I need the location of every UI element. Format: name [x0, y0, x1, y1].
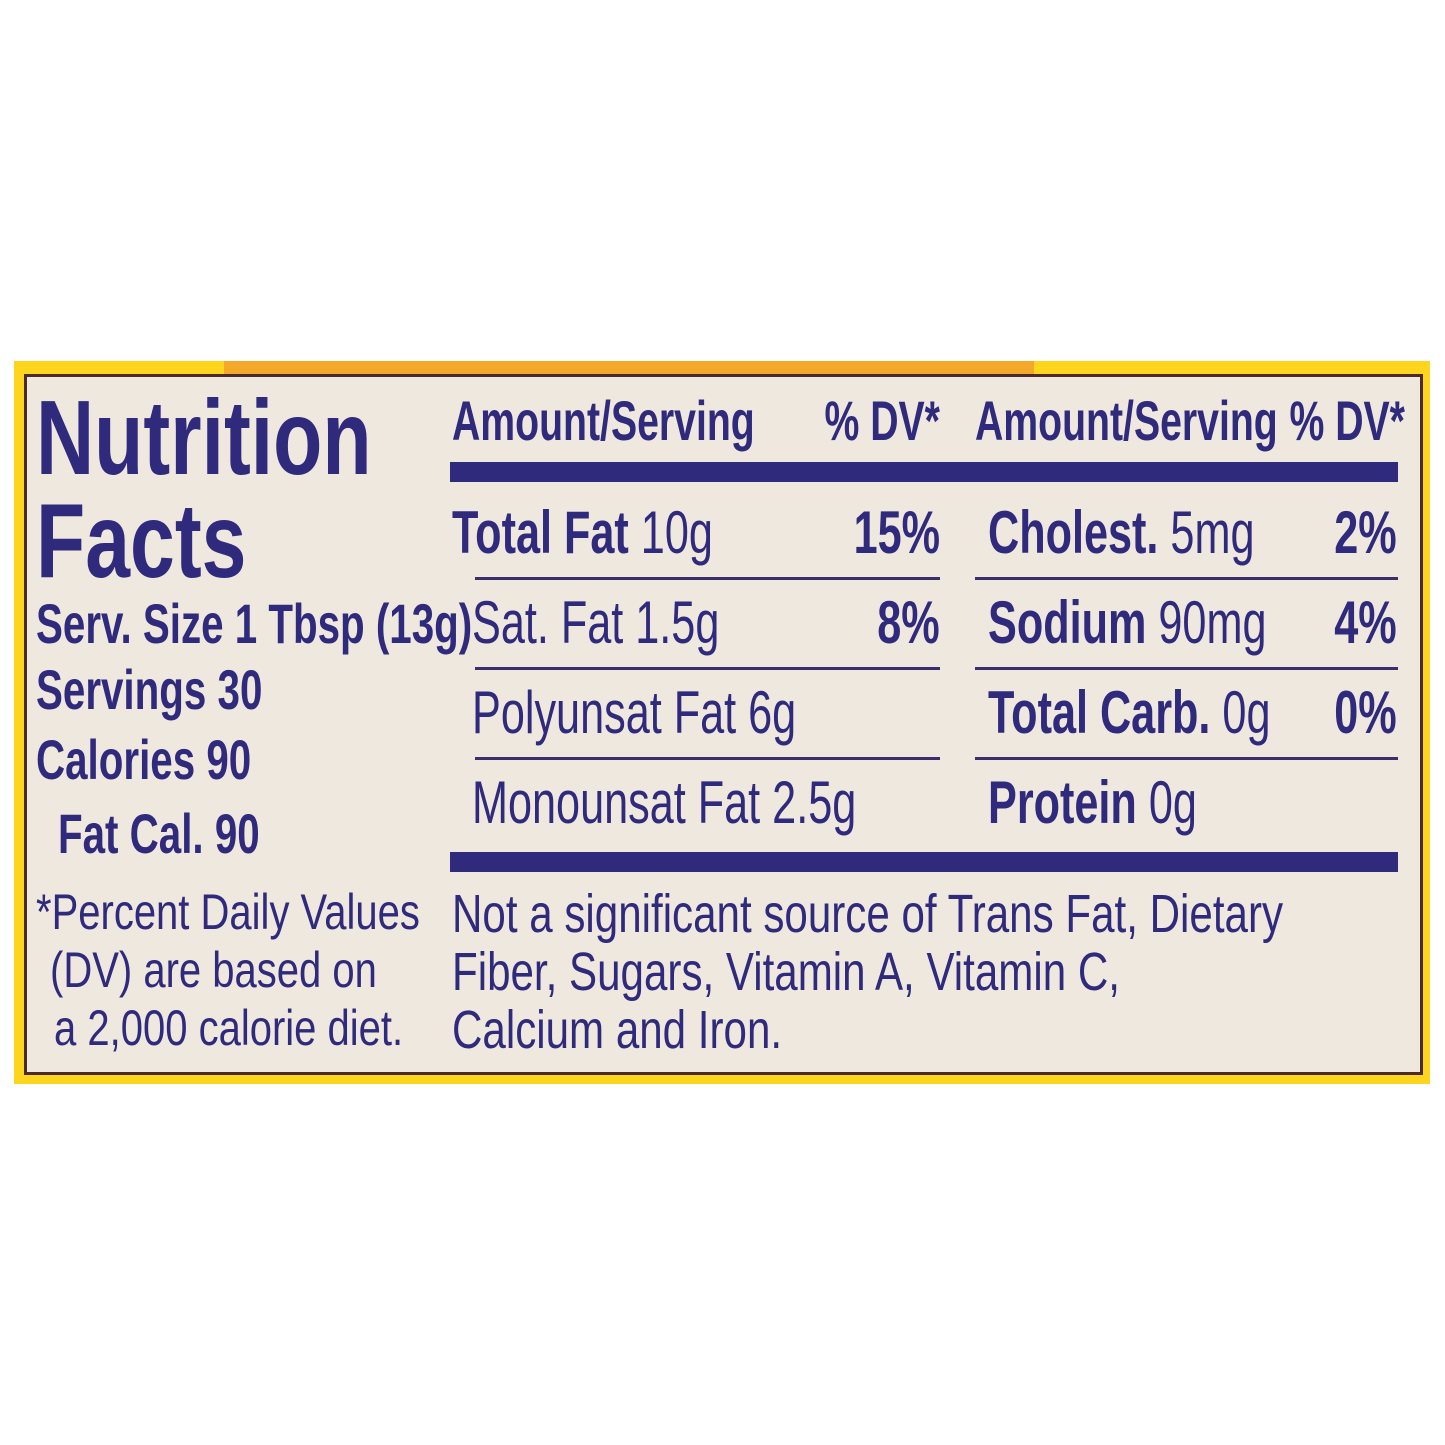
nutrient-monounsat-fat: Monounsat Fat 2.5g	[472, 769, 857, 836]
dv-total-fat: 15%	[853, 499, 940, 566]
dv-sat-fat: 8%	[877, 589, 940, 656]
nutrient-sat-fat: Sat. Fat 1.5g	[472, 589, 720, 656]
disclaimer-line-1: Not a significant source of Trans Fat, D…	[452, 884, 1284, 944]
title-line-1: Nutrition	[36, 379, 372, 497]
header-divider	[450, 462, 1398, 482]
nutrient-protein: Protein 0g	[988, 769, 1197, 836]
header-amount-right: Amount/Serving	[975, 389, 1278, 452]
header-dv-left: % DV*	[824, 389, 940, 452]
nutrient-sodium: Sodium 90mg	[988, 589, 1267, 656]
serving-size: Serv. Size 1 Tbsp (13g)	[36, 592, 473, 655]
row-divider	[475, 757, 940, 760]
calories: Calories 90	[36, 728, 252, 791]
dv-sodium: 4%	[1334, 589, 1397, 656]
disclaimer-line-3: Calcium and Iron.	[452, 1000, 783, 1060]
label-border-accent	[224, 361, 1034, 375]
footnote-line-1: *Percent Daily Values	[36, 884, 420, 940]
header-dv-right: % DV*	[1289, 389, 1405, 452]
dv-cholesterol: 2%	[1334, 499, 1397, 566]
nutrient-cholesterol: Cholest. 5mg	[988, 499, 1255, 566]
row-divider	[975, 667, 1398, 670]
fat-calories: Fat Cal. 90	[58, 802, 260, 865]
row-divider	[975, 577, 1398, 580]
nutrition-panel	[24, 374, 1423, 1075]
servings: Servings 30	[36, 658, 263, 721]
footnote-line-2: (DV) are based on	[50, 942, 377, 998]
row-divider	[475, 667, 940, 670]
dv-total-carb: 0%	[1334, 679, 1397, 746]
nutrient-total-fat: Total Fat 10g	[452, 499, 713, 566]
footnote-line-3: a 2,000 calorie diet.	[54, 1000, 404, 1056]
disclaimer-line-2: Fiber, Sugars, Vitamin A, Vitamin C,	[452, 942, 1120, 1002]
bottom-divider	[450, 852, 1398, 872]
title-line-2: Facts	[36, 482, 247, 600]
header-amount-left: Amount/Serving	[452, 389, 755, 452]
nutrient-polyunsat-fat: Polyunsat Fat 6g	[472, 679, 797, 746]
row-divider	[475, 577, 940, 580]
nutrient-total-carb: Total Carb. 0g	[988, 679, 1271, 746]
row-divider	[975, 757, 1398, 760]
